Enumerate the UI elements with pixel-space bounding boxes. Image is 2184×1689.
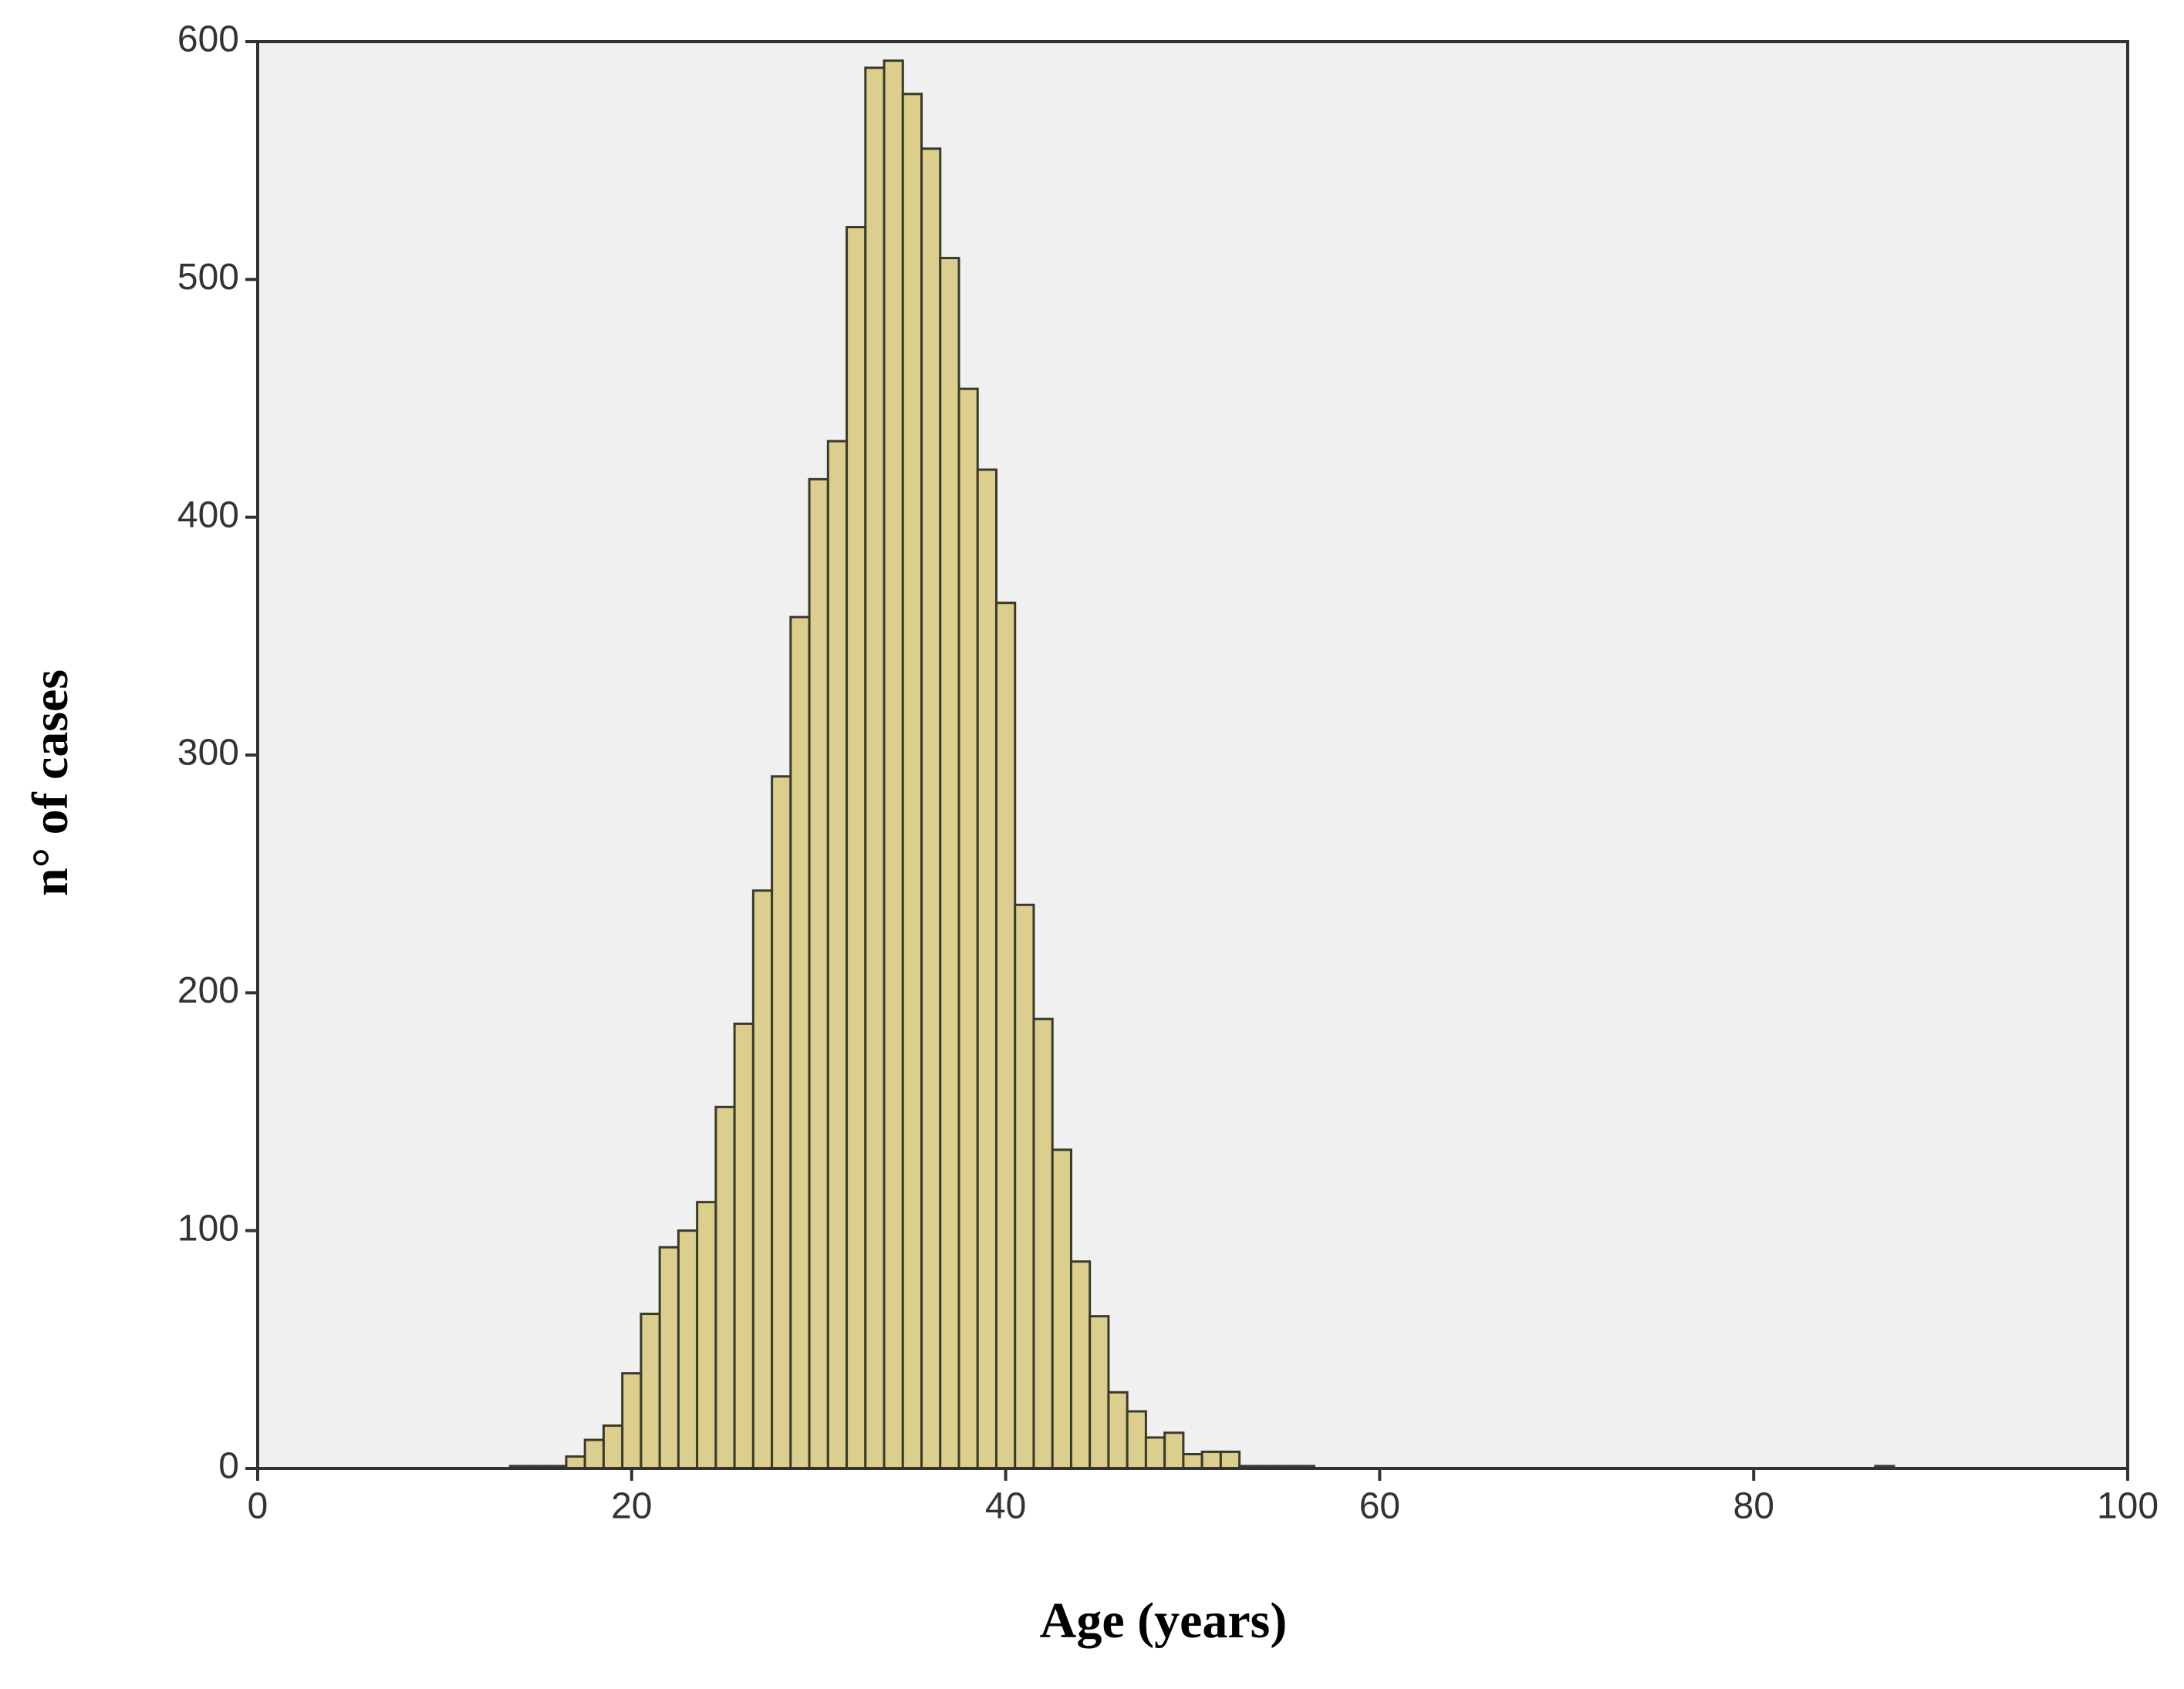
y-tick-label: 100	[177, 1208, 239, 1249]
bar	[1219, 1450, 1241, 1470]
y-tick-label: 300	[177, 733, 239, 774]
bar	[957, 387, 979, 1470]
bar	[640, 1313, 661, 1470]
bar	[733, 1022, 754, 1470]
x-tick-label: 40	[985, 1486, 1026, 1527]
bar	[939, 257, 960, 1470]
y-tick-label: 500	[177, 257, 239, 298]
bar	[1163, 1431, 1185, 1470]
bar	[808, 477, 829, 1470]
y-tick-label: 200	[177, 970, 239, 1011]
bar	[621, 1372, 643, 1470]
y-tick-label: 400	[177, 494, 239, 535]
bar	[1089, 1315, 1110, 1470]
bar	[1069, 1260, 1092, 1470]
bar	[751, 889, 774, 1470]
bar	[864, 66, 886, 1470]
bar	[901, 93, 923, 1470]
bar	[677, 1229, 699, 1470]
bar	[1014, 903, 1035, 1470]
bar	[1032, 1017, 1054, 1470]
bar	[994, 602, 1017, 1470]
x-tick-label: 60	[1359, 1486, 1400, 1527]
bar	[846, 226, 867, 1470]
bar	[1144, 1436, 1166, 1470]
bar	[976, 468, 997, 1470]
bar	[771, 775, 792, 1470]
bar	[696, 1201, 717, 1470]
bar	[565, 1455, 586, 1470]
bar	[883, 59, 904, 1470]
y-axis-title: n° of cases	[22, 669, 79, 896]
bar	[1182, 1453, 1203, 1470]
plot-area	[256, 40, 2129, 1470]
bar	[1051, 1148, 1072, 1470]
bar	[658, 1246, 680, 1470]
bar	[1200, 1450, 1222, 1470]
bar	[920, 147, 942, 1470]
bar	[714, 1105, 736, 1470]
bar	[602, 1424, 624, 1470]
bar	[826, 440, 849, 1470]
x-axis-title: Age (years)	[1040, 1593, 1288, 1649]
x-tick-label: 80	[1733, 1486, 1774, 1527]
bar	[583, 1438, 605, 1470]
bar	[1107, 1391, 1129, 1470]
bar	[1126, 1410, 1147, 1470]
y-tick-label: 0	[218, 1446, 239, 1487]
x-tick-label: 0	[248, 1486, 268, 1527]
y-tick-label: 600	[177, 19, 239, 60]
bar	[789, 615, 811, 1470]
x-tick-label: 100	[2097, 1486, 2159, 1527]
x-tick-label: 20	[611, 1486, 652, 1527]
